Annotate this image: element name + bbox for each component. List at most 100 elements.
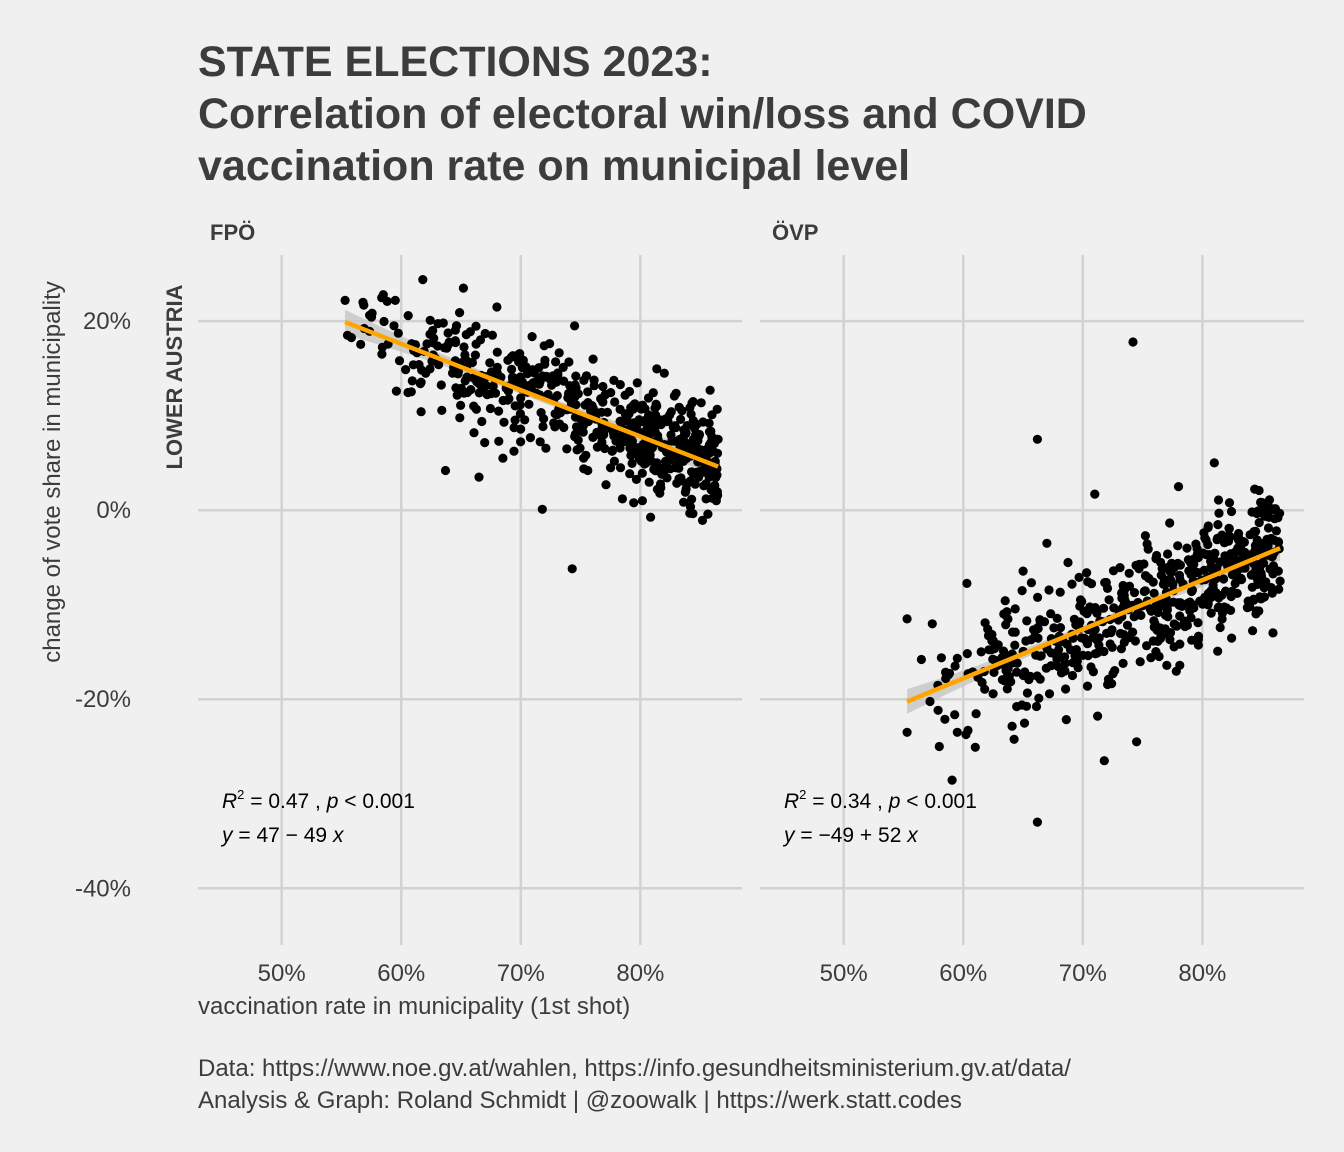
point-ovp-385 bbox=[1053, 661, 1063, 672]
y-tick-label-2: 0% bbox=[96, 497, 131, 524]
point-fpo-204 bbox=[632, 378, 642, 388]
point-ovp-394 bbox=[989, 667, 999, 678]
point-ovp-472 bbox=[1175, 611, 1185, 621]
point-ovp-94 bbox=[1254, 518, 1264, 528]
point-fpo-472 bbox=[469, 401, 479, 411]
point-fpo-530 bbox=[657, 463, 667, 474]
point-ovp-338 bbox=[1122, 620, 1133, 630]
point-ovp-469 bbox=[1022, 616, 1032, 626]
point-ovp-323 bbox=[976, 647, 986, 657]
point-ovp-564 bbox=[902, 614, 912, 624]
point-ovp-495 bbox=[1180, 621, 1190, 632]
point-ovp-473 bbox=[1008, 627, 1018, 637]
point-fpo-390 bbox=[527, 332, 537, 342]
point-ovp-301 bbox=[1206, 608, 1216, 618]
point-ovp-358 bbox=[1185, 566, 1195, 577]
point-ovp-439 bbox=[1060, 666, 1070, 676]
point-ovp-427 bbox=[1201, 549, 1211, 560]
point-ovp-270 bbox=[1248, 626, 1258, 636]
point-ovp-553 bbox=[1107, 625, 1117, 635]
point-ovp-317 bbox=[1219, 574, 1229, 584]
point-ovp-166 bbox=[1069, 614, 1079, 624]
point-fpo-577 bbox=[713, 434, 723, 444]
point-fpo-119 bbox=[509, 446, 519, 456]
point-ovp-310 bbox=[1173, 541, 1183, 551]
fit-line-ovp bbox=[906, 546, 1281, 704]
point-ovp-477 bbox=[1033, 592, 1043, 603]
point-ovp-572 bbox=[1090, 489, 1100, 499]
point-fpo-537 bbox=[644, 477, 654, 487]
point-ovp-125 bbox=[1061, 684, 1071, 694]
point-fpo-63 bbox=[697, 515, 708, 526]
point-fpo-191 bbox=[480, 438, 490, 448]
point-ovp-514 bbox=[1020, 667, 1030, 677]
point-fpo-548 bbox=[669, 391, 680, 401]
point-fpo-426 bbox=[670, 421, 680, 431]
title-line-2: Correlation of electoral win/loss and CO… bbox=[198, 90, 1087, 138]
point-ovp-515 bbox=[1230, 578, 1240, 589]
point-fpo-491 bbox=[685, 403, 695, 413]
point-fpo-182 bbox=[377, 349, 387, 359]
point-ovp-505 bbox=[1022, 688, 1032, 698]
point-ovp-4 bbox=[962, 578, 972, 589]
point-ovp-173 bbox=[988, 654, 998, 664]
point-ovp-451 bbox=[1193, 553, 1203, 563]
point-ovp-566 bbox=[916, 654, 927, 665]
point-ovp-529 bbox=[997, 675, 1008, 685]
point-ovp-421 bbox=[1035, 651, 1045, 661]
point-ovp-114 bbox=[1034, 693, 1044, 703]
point-fpo-568 bbox=[537, 504, 547, 514]
x-tick-label-fpo-3: 80% bbox=[616, 960, 664, 987]
point-fpo-164 bbox=[646, 512, 656, 522]
point-fpo-494 bbox=[656, 483, 666, 493]
point-fpo-479 bbox=[681, 484, 691, 494]
point-ovp-454 bbox=[1120, 595, 1130, 605]
point-ovp-425 bbox=[1046, 609, 1056, 619]
point-ovp-147 bbox=[1082, 681, 1093, 691]
point-ovp-162 bbox=[1213, 520, 1223, 530]
points-ovp bbox=[902, 337, 1285, 827]
point-fpo-466 bbox=[503, 355, 513, 365]
x-axis-label: vaccination rate in municipality (1st sh… bbox=[198, 993, 630, 1020]
point-ovp-284 bbox=[1227, 586, 1237, 596]
point-fpo-571 bbox=[440, 465, 451, 476]
point-fpo-434 bbox=[592, 408, 602, 418]
point-ovp-447 bbox=[1214, 508, 1224, 518]
caption: Data: https://www.noe.gv.at/wahlen, http… bbox=[198, 1053, 1071, 1117]
point-ovp-379 bbox=[1175, 574, 1185, 585]
point-fpo-541 bbox=[534, 379, 544, 389]
point-ovp-277 bbox=[940, 714, 950, 724]
point-ovp-158 bbox=[1109, 603, 1119, 613]
point-fpo-162 bbox=[459, 342, 469, 352]
point-ovp-363 bbox=[1133, 608, 1143, 618]
point-fpo-489 bbox=[442, 343, 452, 353]
point-ovp-517 bbox=[1044, 585, 1054, 595]
y-tick-labels: -40% -20% 0% 20% bbox=[75, 308, 131, 902]
point-ovp-527 bbox=[1168, 597, 1179, 607]
point-ovp-562 bbox=[1032, 817, 1042, 827]
point-ovp-574 bbox=[1275, 576, 1285, 586]
point-fpo-311 bbox=[503, 395, 513, 405]
point-fpo-138 bbox=[705, 385, 715, 395]
point-ovp-538 bbox=[941, 667, 951, 677]
chart-title: STATE ELECTIONS 2023: Correlation of ele… bbox=[198, 36, 1087, 192]
point-ovp-260 bbox=[1055, 623, 1066, 633]
point-ovp-452 bbox=[1124, 581, 1135, 591]
point-fpo-219 bbox=[391, 386, 401, 396]
point-fpo-562 bbox=[358, 297, 368, 307]
point-fpo-538 bbox=[570, 429, 581, 439]
point-fpo-197 bbox=[443, 328, 453, 338]
point-fpo-355 bbox=[475, 335, 486, 345]
point-ovp-436 bbox=[936, 653, 947, 663]
point-fpo-208 bbox=[436, 380, 446, 390]
point-fpo-575 bbox=[659, 368, 669, 378]
point-ovp-387 bbox=[950, 661, 960, 671]
x-tick-label-ovp-0: 50% bbox=[820, 960, 868, 987]
point-ovp-510 bbox=[1186, 613, 1196, 623]
point-fpo-242 bbox=[540, 355, 550, 365]
point-fpo-563 bbox=[378, 290, 388, 300]
point-fpo-460 bbox=[712, 448, 723, 458]
point-fpo-475 bbox=[520, 415, 530, 425]
point-ovp-191 bbox=[1044, 689, 1055, 699]
point-fpo-518 bbox=[573, 389, 583, 399]
